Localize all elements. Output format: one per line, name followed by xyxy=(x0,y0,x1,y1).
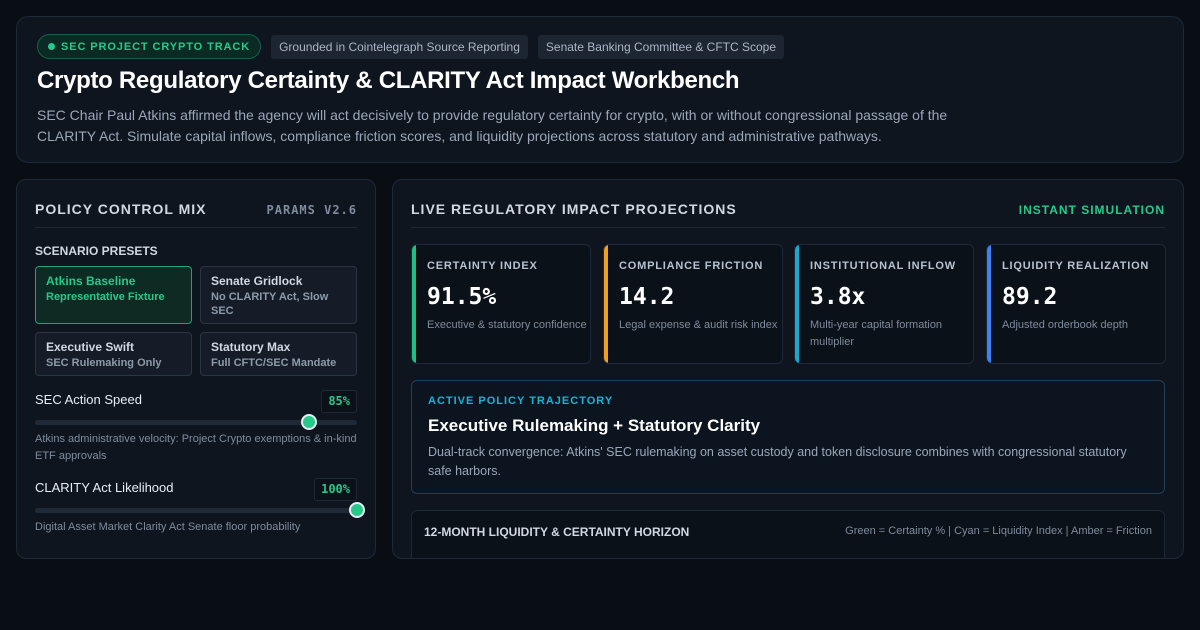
slider-thumb[interactable] xyxy=(300,414,317,430)
scope-tag: Senate Banking Committee & CFTC Scope xyxy=(537,34,785,59)
kpi-accent-bar xyxy=(987,245,991,363)
clarity-act-likelihood-slider[interactable] xyxy=(35,502,365,518)
kpi-title: CERTAINTY INDEX xyxy=(427,260,538,272)
kpi-title: LIQUIDITY REALIZATION xyxy=(1002,260,1150,272)
track-badge-label: SEC PROJECT CRYPTO TRACK xyxy=(61,40,251,53)
kpi-description: Multi-year capital formation multiplier xyxy=(810,319,943,348)
kpi-description: Executive & statutory confidence xyxy=(427,319,587,331)
projections-title: LIVE REGULATORY IMPACT PROJECTIONS xyxy=(411,201,737,217)
header-tags: SEC PROJECT CRYPTO TRACK Grounded in Coi… xyxy=(37,34,785,59)
policy-panel-title: POLICY CONTROL MIX xyxy=(35,201,207,217)
kpi-value: 14.2 xyxy=(619,284,675,310)
preset-name: Statutory Max xyxy=(211,340,291,354)
preset-subtitle: Full CFTC/SEC Mandate xyxy=(211,357,337,369)
trajectory-label: ACTIVE POLICY TRAJECTORY xyxy=(428,395,614,407)
source-tag: Grounded in Cointelegraph Source Reporti… xyxy=(271,34,528,59)
instant-simulation-label: INSTANT SIMULATION xyxy=(1018,203,1165,217)
preset-executive-swift[interactable]: Executive Swift SEC Rulemaking Only xyxy=(35,332,192,376)
kpi-title: INSTITUTIONAL INFLOW xyxy=(810,260,956,272)
preset-senate-gridlock[interactable]: Senate Gridlock No CLARITY Act, Slow SEC xyxy=(200,266,357,324)
horizon-legend: Green = Certainty % | Cyan = Liquidity I… xyxy=(845,525,1152,537)
kpi-accent-bar xyxy=(412,245,416,363)
kpi-certainty-index: CERTAINTY INDEX 91.5% Executive & statut… xyxy=(411,244,591,364)
status-dot-icon xyxy=(48,43,55,50)
preset-name: Executive Swift xyxy=(46,340,135,354)
preset-name: Senate Gridlock xyxy=(211,274,303,288)
trajectory-text: Dual-track convergence: Atkins' SEC rule… xyxy=(428,445,1127,478)
clarity-act-likelihood-help: Digital Asset Market Clarity Act Senate … xyxy=(35,521,301,533)
kpi-compliance-friction: COMPLIANCE FRICTION 14.2 Legal expense &… xyxy=(603,244,783,364)
clarity-act-likelihood-value: 100% xyxy=(314,478,357,501)
sec-action-speed-value: 85% xyxy=(321,390,357,413)
preset-name: Atkins Baseline xyxy=(46,274,136,288)
page-title: Crypto Regulatory Certainty & CLARITY Ac… xyxy=(37,67,740,94)
header-card: SEC PROJECT CRYPTO TRACK Grounded in Coi… xyxy=(16,16,1184,163)
kpi-value: 3.8x xyxy=(810,284,866,310)
kpi-description: Legal expense & audit risk index xyxy=(619,319,778,331)
kpi-liquidity-realization: LIQUIDITY REALIZATION 89.2 Adjusted orde… xyxy=(986,244,1166,364)
params-version: PARAMS V2.6 xyxy=(266,203,357,217)
kpi-accent-bar xyxy=(604,245,608,363)
kpi-description: Adjusted orderbook depth xyxy=(1002,319,1128,331)
track-badge: SEC PROJECT CRYPTO TRACK xyxy=(37,34,262,59)
clarity-act-likelihood-label: CLARITY Act Likelihood xyxy=(35,480,174,495)
sec-action-speed-label: SEC Action Speed xyxy=(35,392,142,407)
projections-panel: LIVE REGULATORY IMPACT PROJECTIONS INSTA… xyxy=(392,179,1184,559)
slider-fill xyxy=(35,508,357,513)
sec-action-speed-slider[interactable] xyxy=(35,414,357,430)
panel-divider xyxy=(35,227,357,228)
kpi-title: COMPLIANCE FRICTION xyxy=(619,260,764,272)
preset-subtitle: SEC Rulemaking Only xyxy=(46,357,162,369)
panel-divider xyxy=(411,227,1165,228)
kpi-value: 89.2 xyxy=(1002,284,1058,310)
horizon-chart-card: 12-MONTH LIQUIDITY & CERTAINTY HORIZON G… xyxy=(411,510,1165,558)
preset-subtitle: Representative Fixture xyxy=(46,291,165,303)
presets-title: SCENARIO PRESETS xyxy=(35,244,158,258)
kpi-accent-bar xyxy=(795,245,799,363)
kpi-institutional-inflow: INSTITUTIONAL INFLOW 3.8x Multi-year cap… xyxy=(794,244,974,364)
preset-atkins-baseline[interactable]: Atkins Baseline Representative Fixture xyxy=(35,266,192,324)
horizon-title: 12-MONTH LIQUIDITY & CERTAINTY HORIZON xyxy=(424,525,690,539)
kpi-value: 91.5% xyxy=(427,284,497,310)
slider-thumb[interactable] xyxy=(349,502,365,518)
preset-statutory-max[interactable]: Statutory Max Full CFTC/SEC Mandate xyxy=(200,332,357,376)
policy-control-panel: POLICY CONTROL MIX PARAMS V2.6 SCENARIO … xyxy=(16,179,376,559)
slider-fill xyxy=(35,420,309,425)
page-description: SEC Chair Paul Atkins affirmed the agenc… xyxy=(37,107,948,144)
trajectory-headline: Executive Rulemaking + Statutory Clarity xyxy=(428,416,761,435)
sec-action-speed-help: Atkins administrative velocity: Project … xyxy=(35,433,357,462)
preset-subtitle: No CLARITY Act, Slow SEC xyxy=(211,291,329,317)
active-policy-trajectory: ACTIVE POLICY TRAJECTORY Executive Rulem… xyxy=(411,380,1165,494)
